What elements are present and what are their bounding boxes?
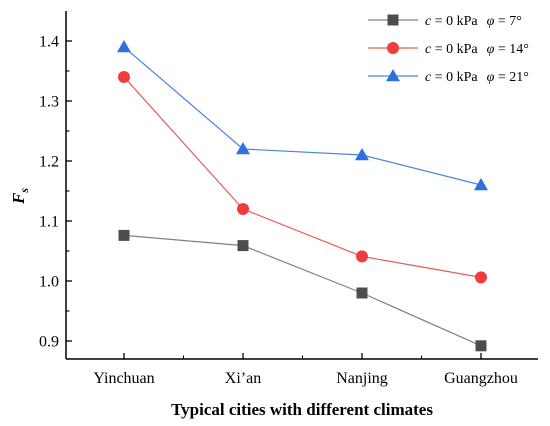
series-square [118, 229, 487, 352]
data-point-circle [237, 203, 249, 215]
data-point-triangle [474, 178, 488, 191]
data-point-circle [356, 250, 368, 263]
legend-phi-value: = 21° [494, 70, 529, 85]
data-point-square [475, 340, 487, 352]
y-axis-ticks: 0.9 1.0 1.1 1.2 1.3 1.4 [39, 34, 72, 351]
x-tick-label: Yinchuan [93, 370, 154, 387]
legend-phi-label: φ [487, 70, 495, 85]
axes [65, 11, 538, 360]
x-tick-label: Nanjing [336, 370, 388, 387]
data-point-square [387, 14, 399, 26]
legend-c-label: c [425, 70, 432, 85]
legend-c-value: = 0 kPa [431, 42, 478, 57]
legend-label: c = 0 kPa φ = 14° [425, 42, 529, 57]
legend-item: c = 0 kPa φ = 7° [368, 14, 522, 29]
x-tick-label: Xi’an [225, 370, 261, 387]
legend-label: c = 0 kPa φ = 7° [425, 14, 522, 29]
data-point-triangle [355, 148, 369, 161]
x-axis-title: Typical cities with different climates [171, 400, 433, 419]
series-circle [118, 71, 487, 284]
legend-phi-label: φ [487, 42, 495, 57]
y-tick-label: 1.0 [39, 274, 59, 291]
series-line [123, 76, 482, 278]
y-tick-label: 1.1 [39, 214, 59, 231]
legend-phi-value: = 14° [494, 42, 529, 57]
data-point-triangle [236, 142, 250, 155]
legend: c = 0 kPa φ = 7°c = 0 kPa φ = 14°c = 0 kPa… [368, 14, 529, 85]
legend-phi-label: φ [487, 14, 495, 29]
data-point-triangle [386, 69, 400, 82]
series-group [117, 40, 488, 352]
data-point-square [237, 240, 249, 252]
y-tick-label: 1.3 [39, 94, 59, 111]
legend-label: c = 0 kPa φ = 21° [425, 70, 529, 85]
data-point-circle [118, 71, 130, 83]
y-axis-title-main: F [9, 192, 28, 205]
series-triangle [117, 40, 488, 191]
y-axis-title-sub: s [17, 188, 31, 194]
data-point-circle [475, 271, 487, 284]
legend-c-label: c [425, 42, 432, 57]
x-tick-label: Guangzhou [444, 370, 518, 387]
y-tick-label: 1.2 [39, 154, 59, 171]
y-tick-label: 1.4 [39, 34, 59, 51]
legend-item: c = 0 kPa φ = 21° [368, 69, 529, 85]
series-line [123, 234, 482, 347]
legend-c-value: = 0 kPa [431, 70, 478, 85]
data-point-circle [387, 42, 399, 54]
data-point-triangle [117, 40, 131, 53]
legend-c-label: c [425, 14, 432, 29]
x-axis-ticks: Yinchuan Xi’an Nanjing Guangzhou [93, 353, 518, 387]
data-point-square [118, 229, 130, 241]
y-axis-title: Fs [9, 188, 31, 205]
legend-phi-value: = 7° [494, 14, 522, 29]
legend-item: c = 0 kPa φ = 14° [368, 42, 529, 57]
y-tick-label: 0.9 [39, 334, 59, 351]
series-line [123, 46, 482, 186]
legend-c-value: = 0 kPa [431, 14, 478, 29]
data-point-square [356, 287, 368, 299]
